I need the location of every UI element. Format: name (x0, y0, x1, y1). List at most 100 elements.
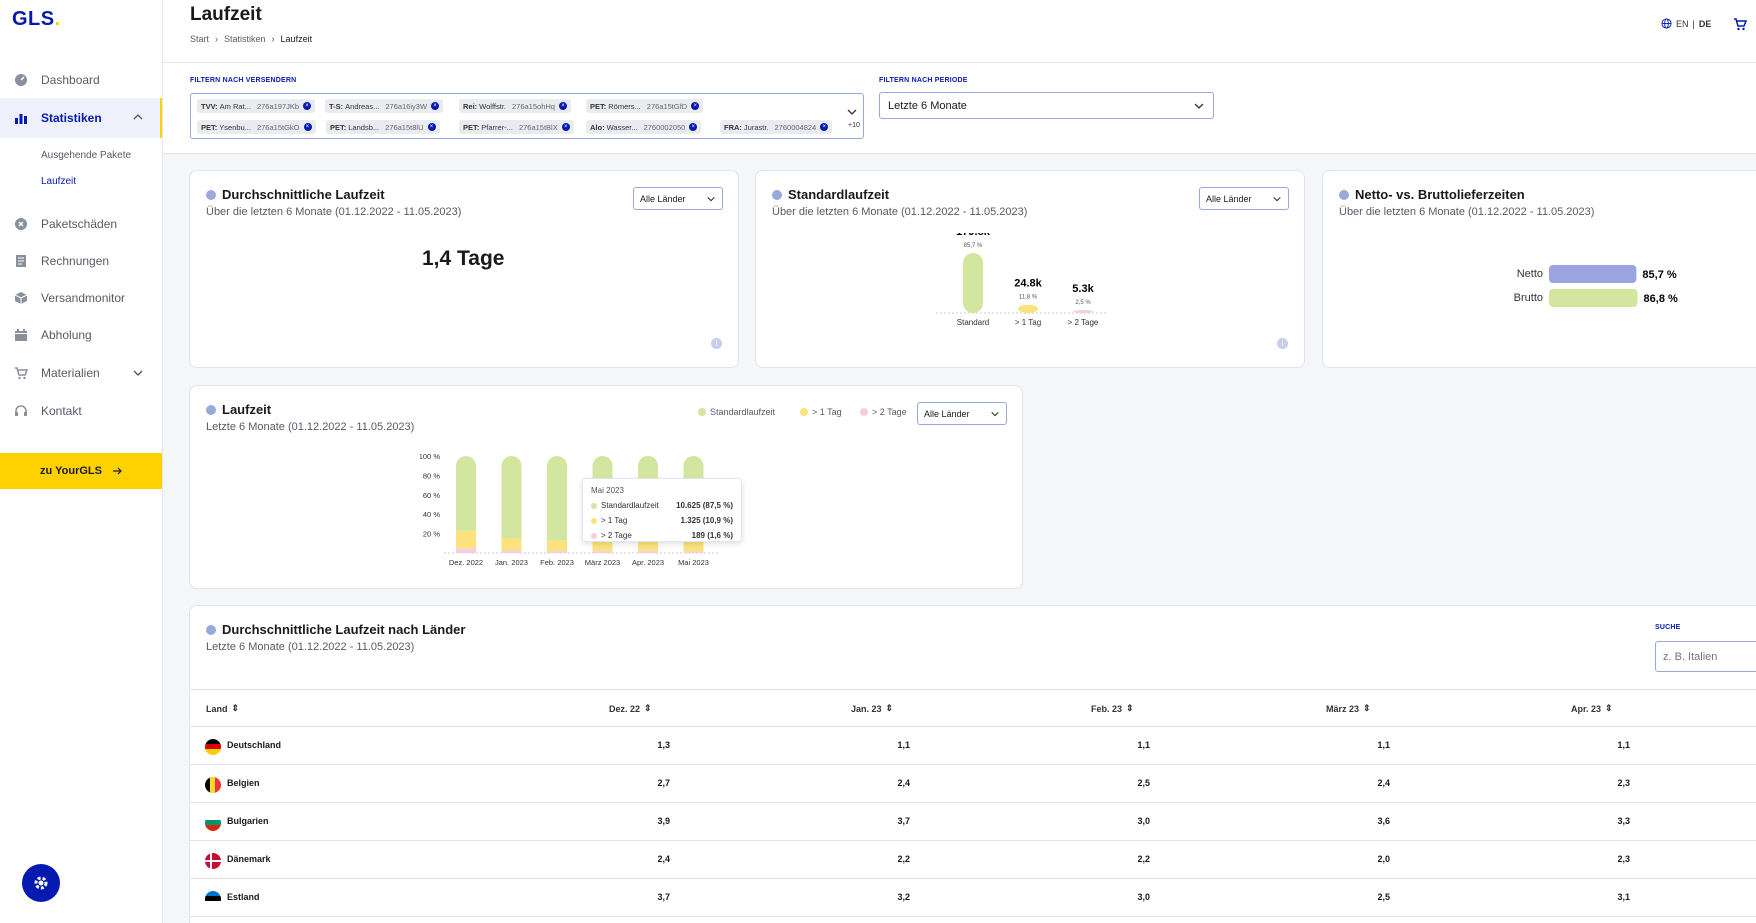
sidebar-item-rechnungen[interactable]: Rechnungen (0, 247, 162, 275)
remove-chip-icon[interactable]: × (558, 102, 567, 110)
th-feb[interactable]: Feb. 23 ⇕ (1091, 703, 1134, 714)
gear-icon (32, 874, 50, 892)
settings-button[interactable] (22, 864, 60, 902)
period-select[interactable]: Letzte 6 Monate (879, 92, 1214, 119)
yourgls-button[interactable]: zu YourGLS (0, 453, 162, 489)
sort-icon: ⇕ (885, 703, 894, 713)
x-tick-label: Jan. 2023 (495, 558, 528, 567)
sender-chip[interactable]: FRA: Jurastr. 2760004824 × (720, 120, 833, 134)
breadcrumb-start[interactable]: Start (190, 34, 210, 44)
table-cell: 1,3 (657, 740, 670, 750)
stacked-bar-segment[interactable] (456, 530, 476, 549)
lang-de[interactable]: DE (1698, 18, 1712, 29)
cart-icon[interactable] (1733, 17, 1747, 31)
sidebar-sub-ausgehende-pakete[interactable]: Ausgehende Pakete (41, 150, 132, 161)
table-cell: 3,7 (897, 816, 910, 826)
search-input[interactable] (1655, 641, 1756, 672)
clock-icon (206, 404, 216, 415)
sender-chip[interactable]: PET: Landsb... 276a15t8lU × (326, 120, 440, 134)
legend-2-tage[interactable]: > 2 Tage (860, 407, 907, 417)
remove-chip-icon[interactable]: × (820, 123, 829, 131)
stacked-bar-segment[interactable] (456, 548, 476, 553)
sort-icon: ⇕ (644, 703, 652, 713)
th-maerz[interactable]: März 23 ⇕ (1326, 703, 1371, 714)
chip-prefix: Alo: (590, 122, 605, 132)
sidebar-item-paketschaeden[interactable]: Paketschäden (0, 210, 162, 238)
bar[interactable] (1073, 310, 1093, 313)
tooltip-value: 1.325 (10,9 %) (680, 516, 733, 525)
bar[interactable] (1549, 289, 1638, 307)
sender-chip[interactable]: TVV: Am Rat... 276a197JKb × (197, 99, 316, 113)
remove-chip-icon[interactable]: × (691, 102, 700, 110)
stacked-bar-segment[interactable] (592, 551, 613, 553)
chip-name: Wolffstr. (479, 101, 506, 111)
stacked-bar-segment[interactable] (592, 540, 613, 552)
gls-logo[interactable]: GLS. (12, 8, 61, 30)
sidebar-item-materialien[interactable]: Materialien (0, 359, 162, 387)
sender-chip[interactable]: PET: Ysenbu... 276a15tGkO × (197, 120, 316, 134)
sender-chip[interactable]: Rei: Wolffstr. 276a15ohHq × (459, 99, 571, 113)
country-select[interactable]: Alle Länder (917, 402, 1007, 425)
language-switcher[interactable]: EN | DE (1661, 18, 1711, 29)
chip-name: Ysenbu... (219, 122, 251, 132)
sidebar-item-kontakt[interactable]: Kontakt (0, 397, 162, 425)
remove-chip-icon[interactable]: × (303, 102, 312, 110)
legend-1-tag[interactable]: > 1 Tag (800, 407, 842, 417)
remove-chip-icon[interactable]: × (431, 102, 440, 110)
table-cell: 2,7 (657, 778, 670, 788)
stacked-bar-segment[interactable] (683, 551, 704, 553)
country-select[interactable]: Alle Länder (633, 187, 723, 210)
sidebar-sub-laufzeit[interactable]: Laufzeit (41, 176, 77, 187)
sender-chip[interactable]: PET: Pfarrer-... 276a15tBlX × (459, 120, 574, 134)
stacked-bar-segment[interactable] (683, 540, 704, 552)
breadcrumb-statistiken[interactable]: Statistiken (224, 34, 266, 44)
stacked-bar-segment[interactable] (638, 540, 658, 552)
info-icon[interactable]: i (1277, 338, 1288, 349)
sidebar-item-versandmonitor[interactable]: Versandmonitor (0, 284, 162, 312)
th-label: Feb. 23 (1091, 703, 1123, 714)
remove-chip-icon[interactable]: × (303, 123, 312, 131)
sender-filter[interactable]: TVV: Am Rat... 276a197JKb × T-S: Andreas... 2… (190, 93, 864, 139)
country-select-value: Alle Länder (924, 408, 970, 419)
th-jan[interactable]: Jan. 23 ⇕ (851, 703, 893, 714)
sender-chip[interactable]: T-S: Andreas... 276a16iy3W × (325, 99, 444, 113)
card-title-text: Netto- vs. Bruttolieferzeiten (1355, 187, 1525, 202)
sidebar-item-abholung[interactable]: Abholung (0, 321, 162, 349)
stacked-bar-segment[interactable] (501, 550, 522, 553)
sidebar-item-label: Rechnungen (41, 254, 110, 268)
bar[interactable] (963, 253, 983, 313)
remove-chip-icon[interactable]: × (427, 123, 436, 131)
th-land[interactable]: Land ⇕ (206, 703, 239, 714)
sender-chip[interactable]: PET: Römers... 276a15tGfD × (586, 99, 704, 113)
chip-id: 2760002050 (643, 122, 686, 132)
th-dez[interactable]: Dez. 22 ⇕ (609, 703, 652, 714)
lang-en[interactable]: EN (1676, 18, 1689, 29)
legend-standardlaufzeit[interactable]: Standardlaufzeit (698, 407, 775, 417)
country-name: Dänemark (227, 854, 271, 864)
remove-chip-icon[interactable]: × (561, 123, 570, 131)
country-select[interactable]: Alle Länder (1199, 187, 1289, 210)
table-cell: 2,0 (1377, 854, 1390, 864)
chevron-up-icon[interactable] (132, 111, 144, 123)
table-cell: 2,2 (897, 854, 910, 864)
chip-prefix: PET: (201, 122, 218, 132)
tooltip-row: > 1 Tag (591, 516, 627, 525)
country-name: Estland (227, 892, 260, 902)
bar[interactable] (1018, 304, 1038, 313)
info-icon[interactable]: i (711, 338, 722, 349)
bar[interactable] (1549, 265, 1637, 283)
stacked-bar-segment[interactable] (547, 551, 567, 553)
stacked-bar-segment[interactable] (547, 540, 567, 552)
more-chips-count[interactable]: +10 (848, 122, 860, 129)
x-tick-label: Mai 2023 (678, 558, 709, 567)
sidebar-item-dashboard[interactable]: Dashboard (0, 66, 162, 94)
remove-chip-icon[interactable]: × (689, 123, 698, 131)
stacked-bar-segment[interactable] (638, 551, 658, 553)
th-apr[interactable]: Apr. 23 ⇕ (1571, 703, 1613, 714)
chevron-down-icon[interactable] (846, 106, 858, 118)
x-tick-label: März 2023 (585, 558, 620, 567)
sender-chip[interactable]: Alo: Wasser... 2760002050 × (586, 120, 702, 134)
stacked-bar-segment[interactable] (501, 538, 522, 551)
sidebar-item-statistiken[interactable]: Statistiken (0, 98, 162, 138)
chevron-down-icon[interactable] (132, 367, 144, 379)
